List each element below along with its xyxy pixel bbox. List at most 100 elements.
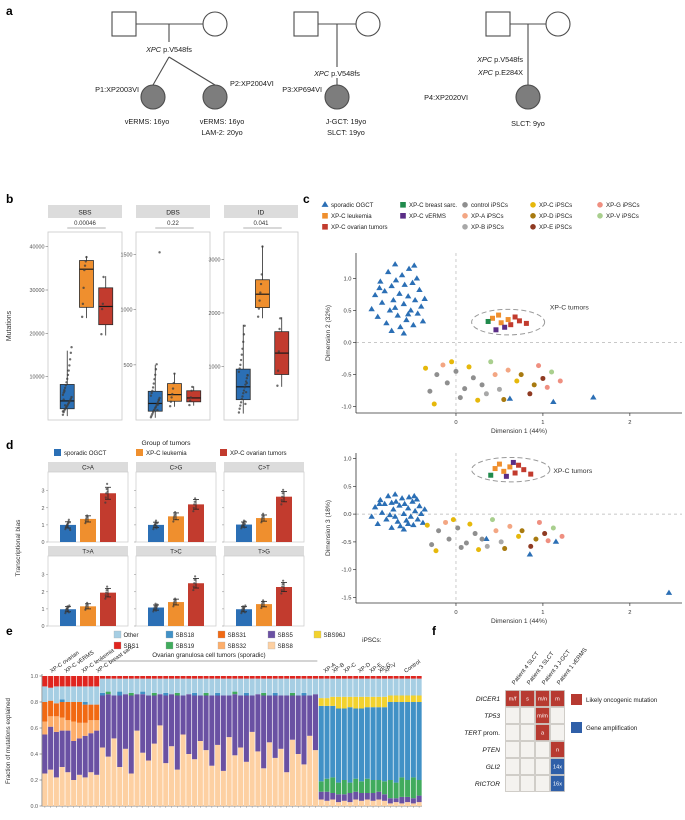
legend-swatch (136, 449, 143, 456)
stack-segment (243, 676, 249, 679)
data-point (243, 611, 246, 614)
stack-segment (416, 695, 422, 702)
data-point (260, 518, 263, 521)
data-point (240, 610, 243, 613)
variant-cell (550, 775, 565, 792)
xpc-tumors-annotation: XP-C tumors (550, 304, 590, 311)
stack-segment (243, 692, 249, 696)
data-point (416, 502, 423, 509)
svg-text:1.0: 1.0 (343, 277, 351, 283)
legend-label: SBS18 (176, 633, 195, 639)
legend-label: SBS96J (324, 633, 346, 639)
stack-segment (416, 678, 422, 696)
bar (256, 604, 272, 626)
stack-segment (405, 796, 411, 803)
stack-segment (99, 747, 105, 806)
data-point (398, 272, 406, 278)
stack-segment (410, 676, 416, 679)
data-point (66, 522, 70, 525)
legend-swatch (267, 630, 276, 639)
legend-label: sporadic OGCT (331, 202, 374, 209)
empty-cell (520, 707, 535, 724)
stack-segment (145, 678, 152, 696)
data-point (260, 273, 263, 276)
stack-segment (76, 686, 82, 702)
stack-segment (99, 678, 105, 693)
stack-segment (82, 704, 88, 723)
stack-segment (111, 738, 117, 806)
stack-segment (284, 772, 290, 806)
stack-segment (330, 676, 336, 679)
svg-text:1.0: 1.0 (343, 457, 351, 463)
data-point (68, 364, 71, 367)
stack-segment (203, 695, 209, 751)
stack-segment (249, 678, 255, 696)
bar (148, 607, 164, 626)
data-point (528, 471, 534, 477)
data-point (450, 517, 456, 523)
data-point (154, 522, 157, 526)
data-point (383, 516, 390, 522)
stack-segment (42, 721, 48, 735)
legend-label: Other (124, 633, 139, 639)
legend-label: XP-C breast sarc. (409, 202, 457, 209)
data-point (526, 551, 534, 557)
data-point (498, 320, 504, 326)
panel-b-boxplots: Mutations SBS 10000 20000 30000 40000 0.00046 D… (6, 205, 299, 421)
data-point (155, 527, 158, 530)
panel-label-f: f (432, 624, 436, 638)
panel-e-signatures: Other SBS1 SBS18 SBS19 SBS31 SBS32 SBS5 SBS8 SBS… (5, 630, 422, 810)
stack-segment (59, 676, 65, 687)
data-point (100, 307, 104, 311)
data-point (155, 363, 158, 366)
stack-segment (48, 716, 54, 727)
stack-segment (203, 678, 209, 693)
data-point (502, 546, 508, 552)
data-point (384, 492, 392, 499)
stack-segment (335, 782, 342, 795)
stack-segment (278, 695, 284, 749)
data-point (405, 494, 413, 500)
stack-segment (347, 782, 353, 793)
stack-segment (295, 695, 301, 754)
data-point (243, 324, 246, 327)
data-point (85, 516, 88, 519)
data-point (243, 606, 246, 609)
data-point (155, 605, 158, 608)
facet-title: DBS (166, 210, 180, 217)
stack-segment (405, 780, 411, 797)
stack-segment (347, 696, 353, 708)
stack-segment (284, 678, 290, 696)
facet-strip (48, 462, 128, 472)
stack-segment (140, 678, 146, 692)
svg-text:10000: 10000 (30, 375, 45, 381)
stack-segment (416, 780, 422, 796)
stack-segment (295, 678, 301, 696)
stack-segment (399, 702, 405, 778)
stack-segment (301, 695, 307, 765)
data-point (259, 282, 263, 286)
data-point (397, 522, 404, 529)
pedigree-text: J-GCT: 19yo (326, 117, 367, 126)
stack-segment (341, 794, 347, 801)
stack-segment (353, 799, 359, 806)
data-point (188, 403, 191, 407)
data-point (154, 604, 157, 607)
facet-title: T>C (170, 550, 182, 556)
data-point (479, 382, 485, 388)
stack-segment (186, 678, 192, 695)
data-point (68, 527, 71, 530)
stack-segment (370, 780, 376, 793)
data-point (374, 313, 381, 319)
data-point (153, 607, 156, 610)
data-point (239, 404, 242, 407)
pedigree-text: P4:XP2020VI (424, 93, 468, 102)
data-point (261, 245, 264, 248)
stack-segment (157, 676, 163, 679)
stack-segment (220, 676, 226, 679)
data-point (404, 505, 412, 511)
legend-label: SBS8 (278, 644, 294, 650)
stack-segment (71, 676, 77, 687)
stack-segment (382, 678, 388, 697)
data-point (559, 533, 565, 539)
